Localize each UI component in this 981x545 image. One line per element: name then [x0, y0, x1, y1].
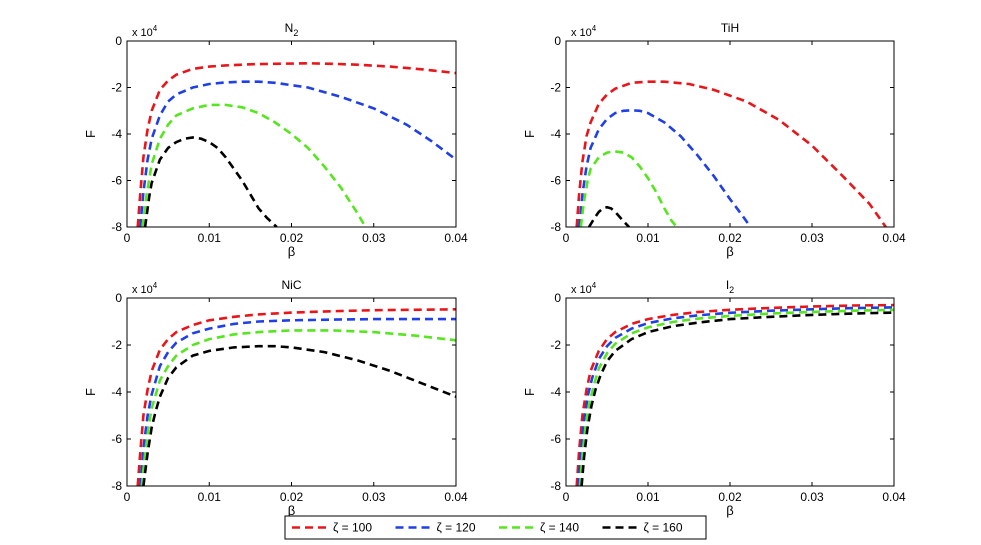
x-tick-label: 0.02 [718, 231, 742, 245]
series-line-3 [141, 103, 367, 227]
legend-label: ζ = 140 [540, 521, 579, 535]
y-tick-label: -8 [111, 479, 122, 493]
x-tick-label: 0.03 [362, 490, 386, 504]
y-tick-label: 0 [554, 34, 561, 48]
x-tick-label: 0.03 [362, 231, 386, 245]
y-tick-label: -2 [550, 81, 561, 95]
series-line-3 [579, 150, 678, 227]
y-tick-label: -8 [111, 220, 122, 234]
x-tick-label: 0 [563, 490, 570, 504]
series-line-3 [578, 308, 894, 486]
legend-entry: ζ = 160 [602, 521, 683, 535]
legend-entry: ζ = 140 [499, 521, 579, 535]
y-tick-label: -4 [550, 385, 561, 399]
series-line-4 [142, 344, 456, 486]
axis-exponent-label: x 104 [571, 24, 597, 39]
series-line-2 [138, 80, 456, 227]
series-line-1 [575, 303, 894, 486]
axis-exponent-label: x 104 [571, 281, 597, 296]
y-tick-label: -2 [550, 338, 561, 352]
chart-panel-2: 0 0.01 0.02 0.03 0.04 0 -2 -4 -6 -8 x 104 TiH β F [522, 21, 906, 259]
series-line-2 [138, 317, 456, 486]
legend-label: ζ = 160 [644, 521, 683, 535]
series-line-2 [577, 108, 752, 227]
y-tick-label: -4 [111, 385, 122, 399]
series-line-2 [577, 306, 894, 486]
x-axis-label: β [288, 503, 295, 518]
legend-box [284, 515, 707, 540]
y-axis-label: F [83, 130, 98, 138]
legend-entry: ζ = 120 [395, 521, 476, 535]
series-line-4 [580, 311, 894, 486]
chart-panel-3: 0 0.01 0.02 0.03 0.04 0 -2 -4 -6 -8 x 104 NiC β F [83, 278, 468, 518]
axis-exponent-label: x 104 [132, 281, 158, 296]
x-tick-label: 0 [563, 231, 570, 245]
y-tick-label: 0 [554, 291, 561, 305]
x-tick-label: 0 [124, 490, 131, 504]
x-tick-label: 0.01 [198, 231, 222, 245]
y-tick-label: -6 [550, 432, 561, 446]
series-line-1 [136, 308, 456, 486]
chart-panel-1: 0 0.01 0.02 0.03 0.04 0 -2 -4 -6 -8 x 104 N2 β F [83, 21, 468, 259]
series-line-1 [575, 80, 887, 227]
legend-label: ζ = 100 [333, 521, 372, 535]
series-line-4 [143, 136, 278, 227]
y-axis-label: F [522, 388, 537, 396]
y-tick-label: -4 [550, 127, 561, 141]
x-tick-label: 0.01 [198, 490, 222, 504]
y-tick-label: -6 [111, 174, 122, 188]
axis-exponent-label: x 104 [132, 24, 158, 39]
y-tick-label: -6 [111, 432, 122, 446]
series-line-1 [136, 61, 456, 227]
plot-frame [126, 297, 457, 487]
x-axis-label: β [288, 244, 295, 259]
x-tick-label: 0.04 [882, 231, 906, 245]
y-tick-label: 0 [115, 291, 122, 305]
y-axis-label: F [522, 130, 537, 138]
x-tick-label: 0.02 [280, 231, 304, 245]
series-line-3 [140, 329, 456, 486]
series-line-4 [587, 205, 631, 227]
plot-frame [565, 297, 895, 487]
y-tick-label: -6 [550, 174, 561, 188]
x-tick-label: 0.02 [280, 490, 304, 504]
x-axis-label: β [726, 503, 733, 518]
x-tick-label: 0 [124, 231, 131, 245]
chart-title: NiC [282, 278, 302, 292]
chart-panel-4: 0 0.01 0.02 0.03 0.04 0 -2 -4 -6 -8 x 104 I2 β F [522, 278, 906, 518]
x-tick-label: 0.04 [882, 490, 906, 504]
chart-title: I2 [726, 278, 734, 295]
y-tick-label: -8 [550, 479, 561, 493]
x-tick-label: 0.02 [718, 490, 742, 504]
x-tick-label: 0.03 [800, 231, 824, 245]
y-tick-label: 0 [115, 34, 122, 48]
y-tick-label: -2 [111, 338, 122, 352]
y-tick-label: -2 [111, 81, 122, 95]
x-tick-label: 0.01 [636, 490, 660, 504]
legend: ζ = 100 ζ = 120 ζ = 140 ζ = 160 [284, 515, 707, 540]
x-tick-label: 0.01 [636, 231, 660, 245]
x-tick-label: 0.04 [444, 490, 468, 504]
x-tick-label: 0.04 [444, 231, 468, 245]
x-tick-label: 0.03 [800, 490, 824, 504]
legend-entry: ζ = 100 [292, 521, 372, 535]
x-axis-label: β [726, 244, 733, 259]
chart-title: N2 [285, 21, 299, 38]
y-tick-label: -4 [111, 127, 122, 141]
legend-label: ζ = 120 [437, 521, 476, 535]
y-tick-label: -8 [550, 220, 561, 234]
y-axis-label: F [83, 388, 98, 396]
chart-title: TiH [721, 21, 739, 35]
